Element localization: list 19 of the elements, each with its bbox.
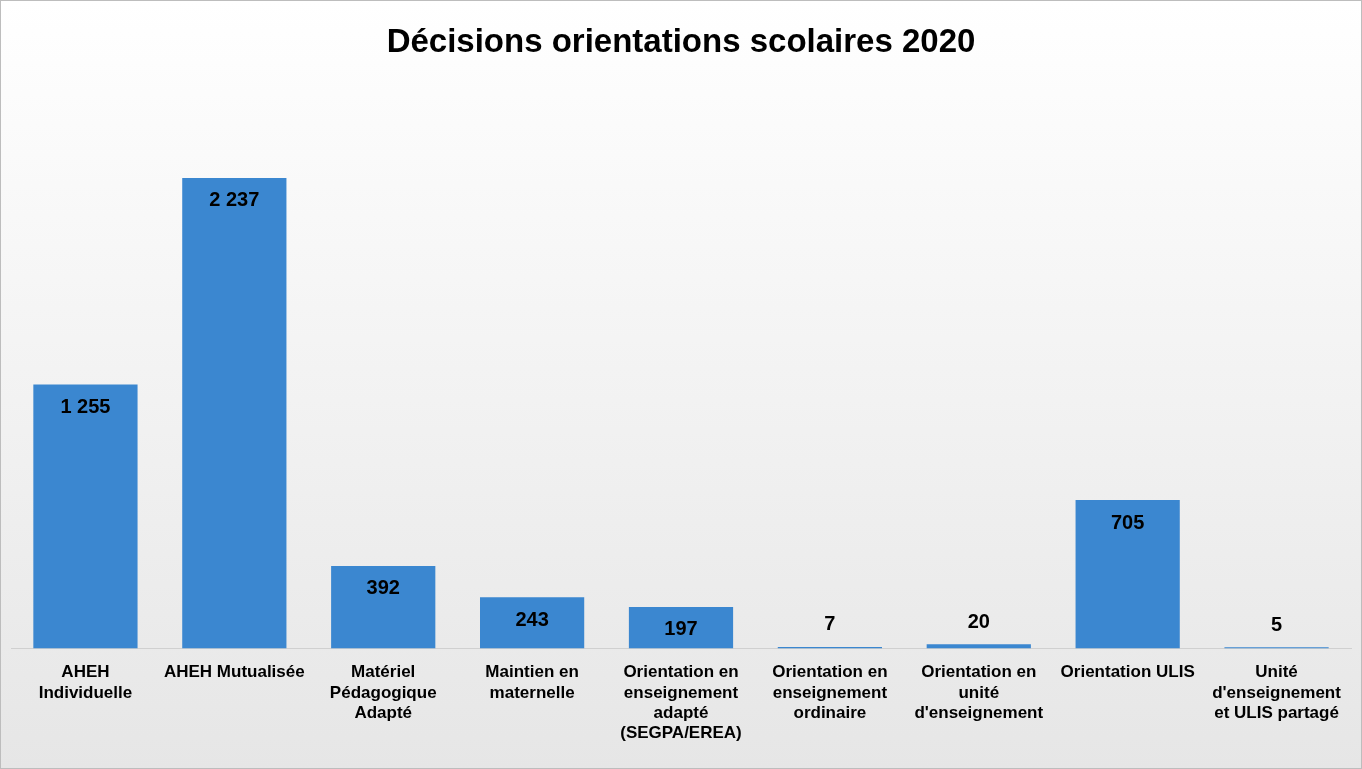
x-tick-label: Matériel Pédagogique Adapté <box>329 662 437 723</box>
x-tick-label: Unité d'enseignement et ULIS partagé <box>1212 662 1342 723</box>
data-label: 2 237 <box>209 188 260 211</box>
x-tick-label: Orientation en enseignement ordinaire <box>772 662 888 723</box>
data-label: 20 <box>967 609 990 632</box>
x-tick-label: Orientation en enseignement adapté (SEGPA/EREA) <box>620 662 742 743</box>
data-label: 7 <box>824 612 836 635</box>
data-label: 197 <box>664 617 698 640</box>
x-tick-label: AHEH Mutualisée <box>163 662 305 682</box>
x-tick-label: Maintien en maternelle <box>485 662 579 702</box>
x-tick-label: Orientation en unité d'enseignement <box>914 662 1044 723</box>
chart-title: Décisions orientations scolaires 2020 <box>386 21 976 59</box>
data-label: 5 <box>1270 612 1283 635</box>
data-label: 705 <box>1110 510 1145 533</box>
x-tick-label: Orientation ULIS <box>1060 662 1195 682</box>
x-tick-label: AHEH Individuelle <box>38 662 133 702</box>
data-label: 243 <box>515 607 549 630</box>
data-label: 1 255 <box>60 394 111 417</box>
data-label: 392 <box>366 576 400 599</box>
